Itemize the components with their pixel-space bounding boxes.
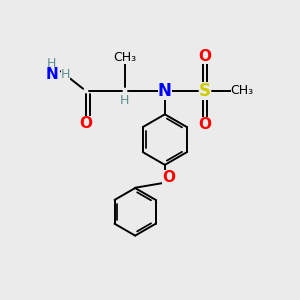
- Text: O: O: [162, 170, 175, 185]
- Text: N: N: [158, 82, 172, 100]
- Text: H: H: [120, 94, 129, 106]
- Text: O: O: [199, 49, 212, 64]
- Text: CH₃: CH₃: [231, 84, 254, 97]
- Text: O: O: [199, 117, 212, 132]
- Text: H: H: [47, 57, 57, 70]
- Text: S: S: [199, 82, 211, 100]
- Text: O: O: [80, 116, 93, 131]
- Text: CH₃: CH₃: [113, 51, 136, 64]
- Text: H: H: [61, 68, 70, 81]
- Text: N: N: [46, 67, 58, 82]
